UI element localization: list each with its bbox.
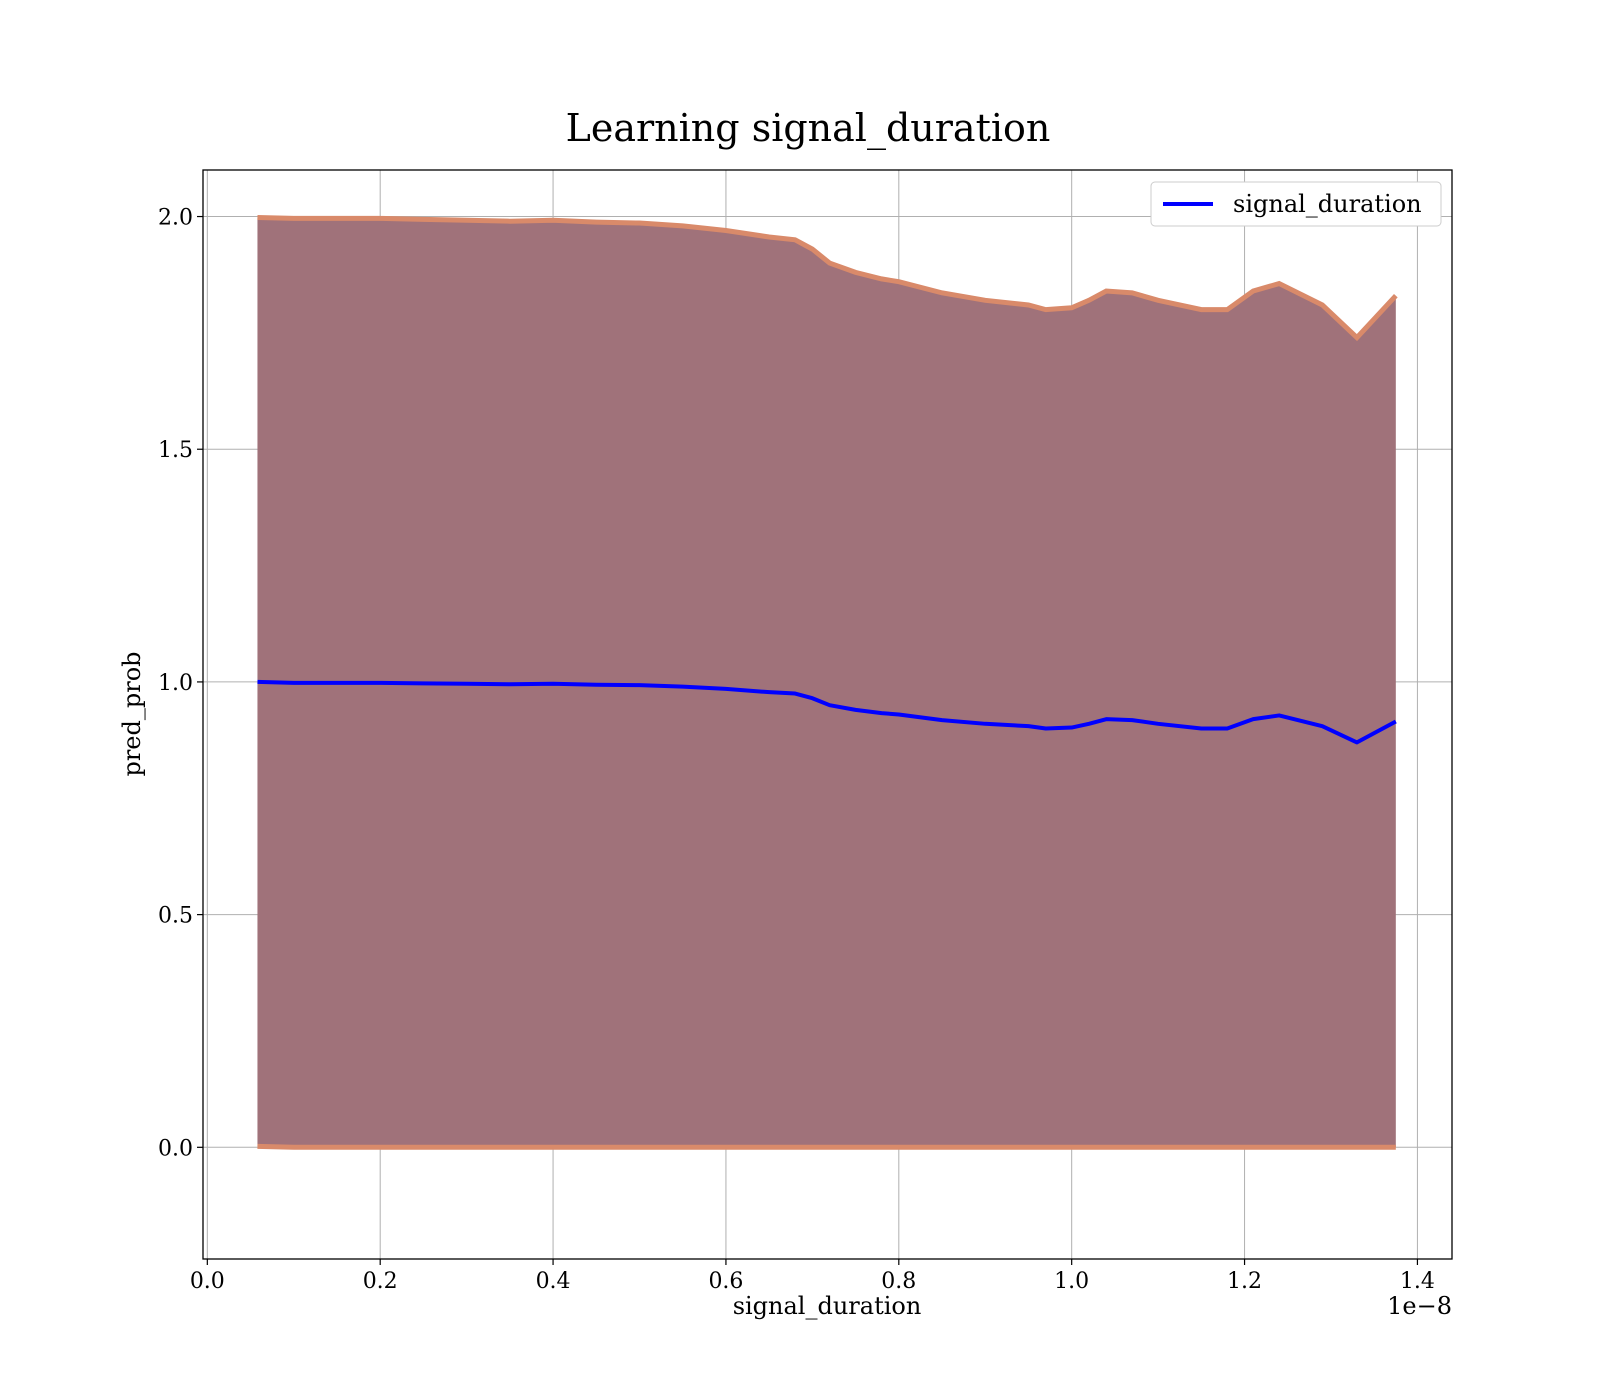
y-tick-label: 0.5 xyxy=(158,904,193,929)
x-tick-label: 1.4 xyxy=(1400,1269,1435,1294)
plot-frame xyxy=(202,169,1453,1260)
x-tick-label: 0.4 xyxy=(536,1269,571,1294)
band-lower-edge xyxy=(257,1143,1396,1150)
confidence-band xyxy=(257,214,1398,1150)
y-tick-label: 1.5 xyxy=(158,438,193,463)
x-axis-label: signal_duration xyxy=(733,1292,922,1320)
legend-box xyxy=(1150,181,1442,227)
y-tick-label: 0.0 xyxy=(158,1136,193,1161)
x-tick-label: 1.0 xyxy=(1054,1269,1089,1294)
y-tick-label: 1.0 xyxy=(158,671,193,696)
chart-title: Learning signal_duration xyxy=(566,106,1051,151)
x-tick-label: 0.2 xyxy=(363,1269,398,1294)
x-tick-label: 1.2 xyxy=(1227,1269,1262,1294)
y-axis-label: pred_prob xyxy=(118,651,146,776)
x-tick-label: 0.0 xyxy=(190,1269,225,1294)
x-tick-label: 0.8 xyxy=(881,1269,916,1294)
y-tick-label: 2.0 xyxy=(158,206,193,231)
band-area xyxy=(257,217,1396,1148)
band-upper-edge xyxy=(257,214,1398,342)
legend-entry-label: signal_duration xyxy=(1233,190,1422,218)
y-axis-ticks: 0.0 0.5 1.0 1.5 2.0 xyxy=(158,206,203,1161)
series-lines xyxy=(257,679,1397,745)
series-line-signal-duration xyxy=(257,679,1397,745)
x-tick-label: 0.6 xyxy=(708,1269,743,1294)
legend: signal_duration xyxy=(1150,181,1442,227)
x-axis-ticks: 0.0 0.2 0.4 0.6 0.8 1.0 1.2 1.4 xyxy=(190,1259,1435,1294)
x-axis-offset-text: 1e−8 xyxy=(1387,1292,1452,1320)
